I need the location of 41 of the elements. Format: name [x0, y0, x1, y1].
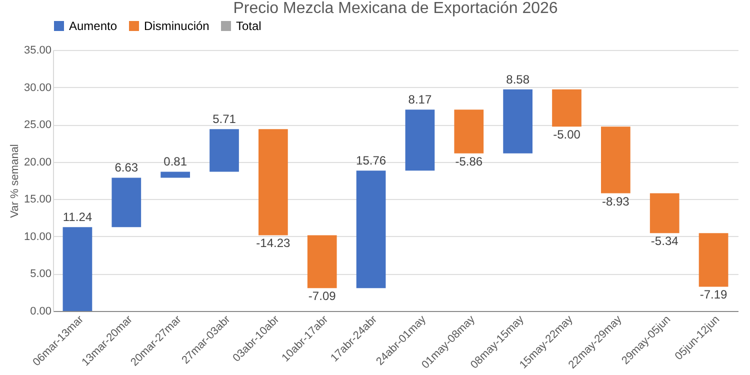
data-label: 8.17: [408, 92, 432, 107]
bar: [112, 178, 142, 228]
bar: [650, 193, 680, 234]
data-label: 6.63: [114, 160, 138, 175]
legend-label: Disminución: [144, 19, 210, 33]
data-label: -5.86: [455, 154, 483, 168]
data-label: 0.81: [164, 154, 188, 169]
chart-title: Precio Mezcla Mexicana de Exportación 2026: [233, 0, 558, 17]
bar: [258, 129, 288, 236]
data-label: -7.19: [700, 288, 728, 302]
bar: [601, 126, 630, 194]
data-label: -7.09: [308, 289, 336, 304]
legend-label: Total: [236, 19, 262, 33]
data-label: -14.23: [256, 236, 291, 250]
data-label: -8.93: [602, 194, 630, 208]
data-label: 11.24: [62, 210, 92, 224]
y-tick-label: 0.00: [30, 306, 52, 318]
y-axis-title: Var % semanal: [8, 144, 21, 218]
y-tick-label: 15.00: [24, 194, 52, 206]
y-tick-label: 5.00: [30, 268, 52, 280]
bar: [307, 235, 337, 288]
bar: [698, 233, 728, 287]
data-label: 5.71: [212, 112, 236, 126]
bar: [62, 227, 92, 311]
y-tick-label: 10.00: [24, 230, 52, 243]
y-tick-label: 20.00: [24, 156, 52, 168]
bar: [210, 129, 239, 172]
data-label: -5.00: [553, 128, 581, 142]
bar: [503, 89, 532, 154]
data-label: -5.34: [650, 234, 679, 248]
y-tick-label: 30.00: [24, 82, 52, 94]
bar: [454, 110, 484, 154]
y-tick-label: 25.00: [24, 119, 52, 132]
bar: [356, 170, 386, 288]
data-label: 15.76: [356, 154, 386, 168]
bar: [405, 110, 435, 171]
y-tick-label: 35.00: [24, 44, 52, 56]
data-label: 8.58: [506, 72, 530, 86]
bar: [160, 172, 190, 178]
bar: [552, 89, 582, 127]
legend-label: Aumento: [69, 19, 118, 33]
